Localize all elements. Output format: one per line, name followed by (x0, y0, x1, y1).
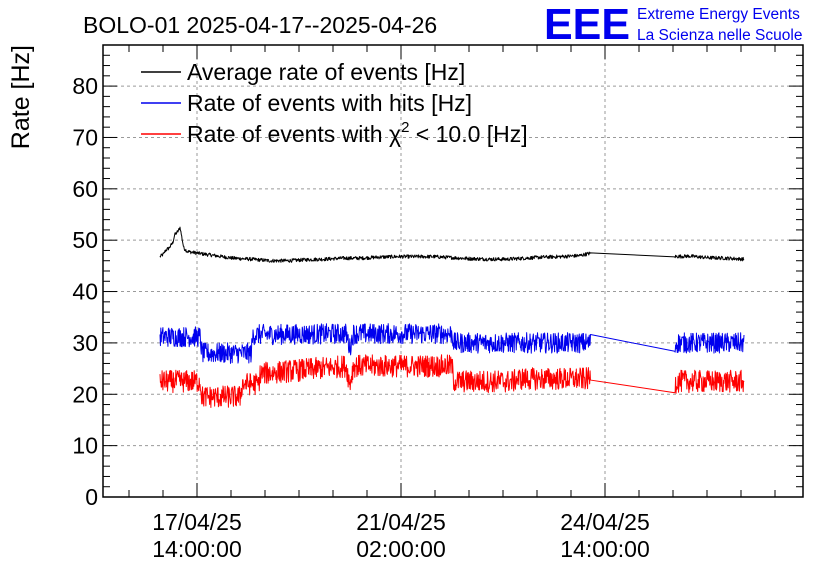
legend-label-chi2-rest: < 10.0 [Hz] (409, 121, 527, 147)
x-tick-labels: 17/04/2514:00:0021/04/2502:00:0024/04/25… (152, 509, 650, 562)
y-tick-label: 40 (72, 279, 98, 305)
legend-label-chi2-main: Rate of events with χ (187, 121, 401, 147)
series-0 (159, 226, 745, 263)
y-tick-label: 80 (72, 73, 98, 99)
legend-label-chi2: Rate of events with χ2 < 10.0 [Hz] (187, 119, 528, 147)
legend-label-hits: Rate of events with hits [Hz] (187, 90, 472, 116)
x-tick-label-time: 02:00:00 (356, 536, 446, 562)
eee-logo-line2: La Scienza nelle Scuole (637, 27, 802, 44)
axes (102, 44, 804, 498)
legend: Average rate of events [Hz] Rate of even… (141, 59, 528, 147)
x-tick-label-time: 14:00:00 (560, 536, 650, 562)
y-tick-label: 70 (72, 124, 98, 150)
y-tick-label: 30 (72, 330, 98, 356)
legend-entry-hits: Rate of events with hits [Hz] (141, 90, 472, 116)
legend-entry-chi2: Rate of events with χ2 < 10.0 [Hz] (141, 119, 528, 147)
y-tick-label: 60 (72, 176, 98, 202)
x-tick-label-time: 14:00:00 (152, 536, 242, 562)
legend-label-chi2-sup: 2 (401, 119, 409, 136)
legend-label-average: Average rate of events [Hz] (187, 59, 465, 85)
x-tick-label-date: 21/04/25 (356, 509, 446, 535)
series-line-2 (159, 354, 745, 408)
y-tick-labels: 0 10 20 30 40 50 60 70 80 (72, 73, 98, 510)
y-tick-label: 10 (72, 433, 98, 459)
series-line-0 (159, 226, 745, 263)
eee-logo-mark: EEE (544, 0, 630, 49)
x-tick-label-date: 24/04/25 (560, 509, 650, 535)
chart-title: BOLO-01 2025-04-17--2025-04-26 (83, 12, 437, 38)
y-tick-label: 0 (85, 484, 98, 510)
eee-logo: EEE Extreme Energy Events La Scienza nel… (544, 0, 802, 49)
series-2 (159, 354, 745, 408)
legend-entry-average: Average rate of events [Hz] (141, 59, 465, 85)
y-tick-label: 20 (72, 381, 98, 407)
y-axis-label: Rate [Hz] (7, 45, 35, 149)
series-1 (159, 323, 745, 364)
series-layer (159, 226, 745, 408)
y-tick-label: 50 (72, 227, 98, 253)
x-tick-label-date: 17/04/25 (152, 509, 242, 535)
series-line-1 (159, 323, 745, 364)
eee-logo-line1: Extreme Energy Events (637, 6, 800, 23)
